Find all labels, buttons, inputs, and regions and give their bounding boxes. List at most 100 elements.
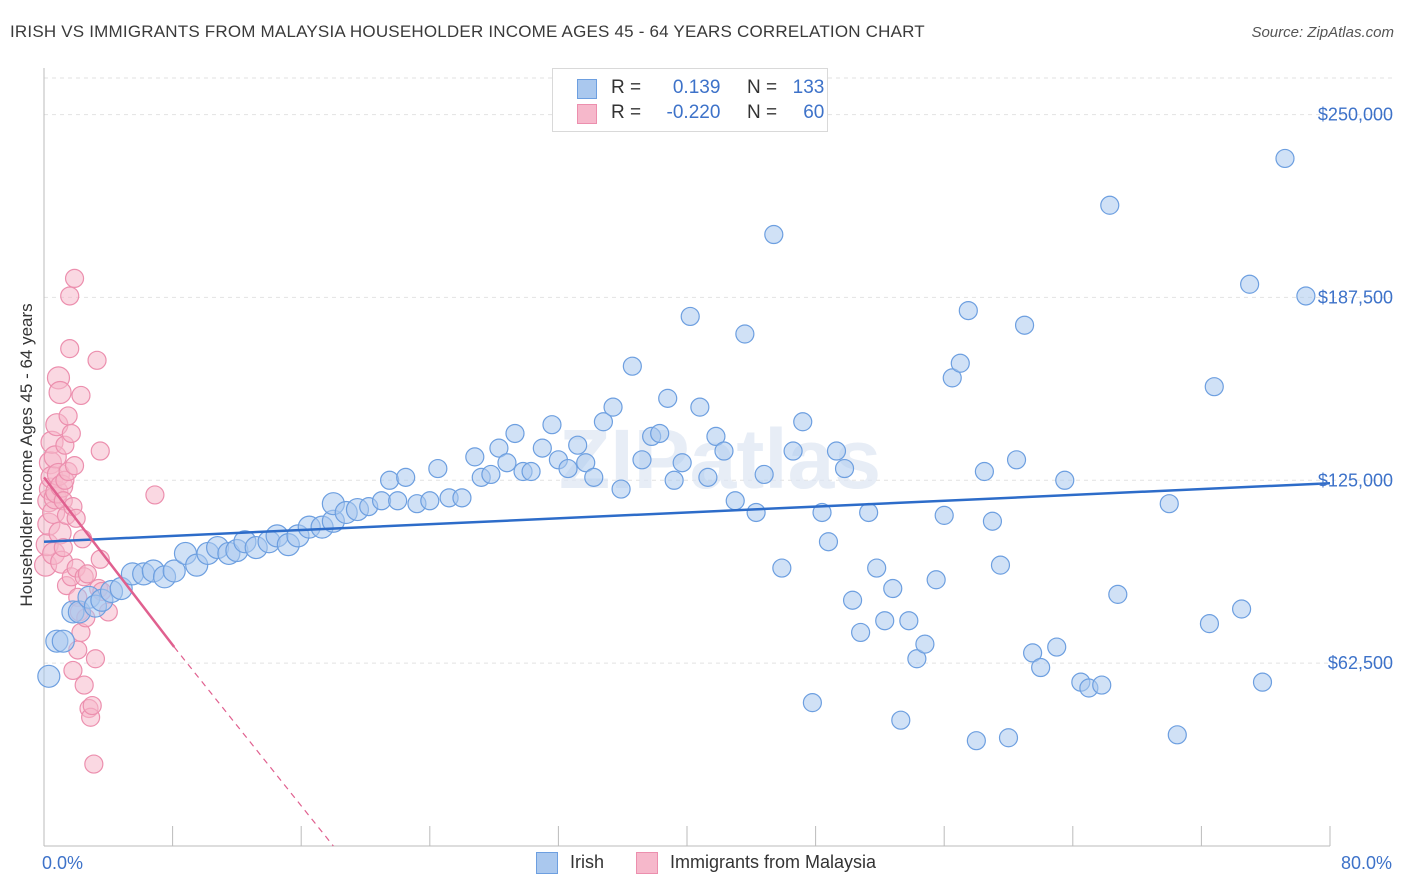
- irish-point: [735, 324, 755, 344]
- irish-point: [632, 450, 652, 470]
- irish-swatch: [577, 79, 597, 99]
- malaysia-point: [61, 423, 81, 444]
- irish-point: [706, 426, 726, 446]
- irish-point: [388, 491, 408, 511]
- y-tick-label: $187,500: [1318, 287, 1393, 307]
- irish-point: [907, 649, 927, 669]
- irish-n-value: 133: [792, 77, 825, 98]
- malaysia-point: [145, 485, 165, 505]
- y-tick-label: $125,000: [1318, 470, 1393, 490]
- y-tick-labels: $62,500 $125,000 $187,500 $250,000: [1318, 105, 1393, 674]
- irish-point: [859, 502, 879, 523]
- stats-legend: R = 0.139 N = 133 R = -0.220 N = 60: [552, 68, 828, 132]
- irish-point: [664, 470, 684, 490]
- irish-point: [593, 412, 614, 432]
- irish-legend-label: Irish: [570, 852, 605, 872]
- irish-point: [521, 461, 541, 482]
- irish-point: [1240, 274, 1260, 294]
- malaysia-points: [34, 268, 165, 774]
- irish-point: [851, 622, 871, 643]
- irish-point: [428, 458, 448, 479]
- irish-r-value: 0.139: [672, 77, 721, 98]
- irish-point: [942, 368, 962, 388]
- x-tick-min: 0.0%: [42, 853, 83, 873]
- gridlines: [44, 77, 1393, 664]
- irish-point: [764, 224, 784, 245]
- irish-legend-swatch: [536, 852, 558, 874]
- irish-point: [1023, 643, 1043, 663]
- irish-point: [1204, 377, 1224, 397]
- irish-point: [793, 412, 813, 432]
- y-axis-label: Householder Income Ages 45 - 64 years: [17, 303, 36, 606]
- irish-point: [1100, 195, 1120, 215]
- irish-point: [576, 453, 596, 473]
- irish-point: [958, 300, 978, 321]
- malaysia-point: [64, 268, 85, 289]
- malaysia-trend-extension: [173, 646, 334, 847]
- irish-point: [1167, 725, 1187, 745]
- irish-r-label: R =: [611, 77, 642, 98]
- malaysia-point: [74, 675, 94, 695]
- malaysia-n-label: N =: [746, 102, 778, 123]
- x-tick-max: 80.0%: [1341, 853, 1392, 873]
- irish-point: [974, 461, 994, 482]
- irish-point: [1092, 675, 1112, 695]
- malaysia-legend-label: Immigrants from Malaysia: [670, 852, 877, 872]
- malaysia-point: [71, 385, 91, 406]
- malaysia-point: [82, 695, 102, 716]
- irish-point: [1055, 470, 1075, 490]
- irish-point: [891, 710, 911, 730]
- malaysia-point: [90, 441, 110, 461]
- malaysia-point: [64, 456, 85, 476]
- irish-point: [611, 479, 631, 499]
- irish-point: [802, 693, 822, 713]
- y-tick-label: $62,500: [1328, 653, 1393, 673]
- irish-point: [834, 458, 855, 479]
- malaysia-point: [63, 660, 83, 681]
- irish-point: [899, 611, 919, 631]
- malaysia-r-label: R =: [611, 102, 642, 123]
- irish-point: [1159, 494, 1179, 514]
- irish-point: [497, 453, 517, 473]
- irish-point: [558, 458, 578, 479]
- irish-point: [162, 559, 186, 583]
- malaysia-point: [48, 380, 72, 405]
- irish-point: [875, 611, 895, 631]
- irish-point: [584, 467, 604, 487]
- malaysia-point: [77, 564, 98, 584]
- irish-trend-line: [43, 481, 1331, 543]
- irish-point: [658, 388, 678, 408]
- irish-point: [998, 728, 1019, 748]
- malaysia-point: [60, 339, 80, 359]
- irish-point: [542, 415, 562, 435]
- malaysia-point: [84, 754, 104, 774]
- irish-point: [622, 356, 642, 376]
- irish-point: [1108, 584, 1128, 604]
- irish-point: [950, 353, 970, 373]
- irish-point: [452, 488, 472, 508]
- irish-point: [1199, 614, 1220, 634]
- irish-point: [867, 558, 887, 578]
- irish-point: [532, 438, 552, 458]
- y-tick-label: $250,000: [1318, 105, 1393, 125]
- irish-point: [934, 505, 954, 525]
- irish-point: [754, 464, 774, 485]
- irish-point: [1006, 450, 1027, 470]
- irish-point: [1047, 637, 1067, 657]
- malaysia-point: [85, 649, 106, 669]
- irish-point: [505, 423, 525, 444]
- irish-point: [568, 435, 588, 455]
- irish-point: [1014, 315, 1035, 335]
- irish-point: [982, 511, 1003, 531]
- irish-point: [420, 491, 440, 511]
- irish-point: [481, 464, 501, 485]
- irish-point: [380, 470, 400, 490]
- source-credit: Source: ZipAtlas.com: [1251, 24, 1394, 41]
- irish-point: [1231, 599, 1252, 619]
- irish-point: [465, 447, 485, 467]
- irish-point: [826, 441, 847, 461]
- irish-point: [926, 570, 946, 590]
- irish-point: [915, 634, 935, 654]
- malaysia-swatch: [577, 104, 597, 124]
